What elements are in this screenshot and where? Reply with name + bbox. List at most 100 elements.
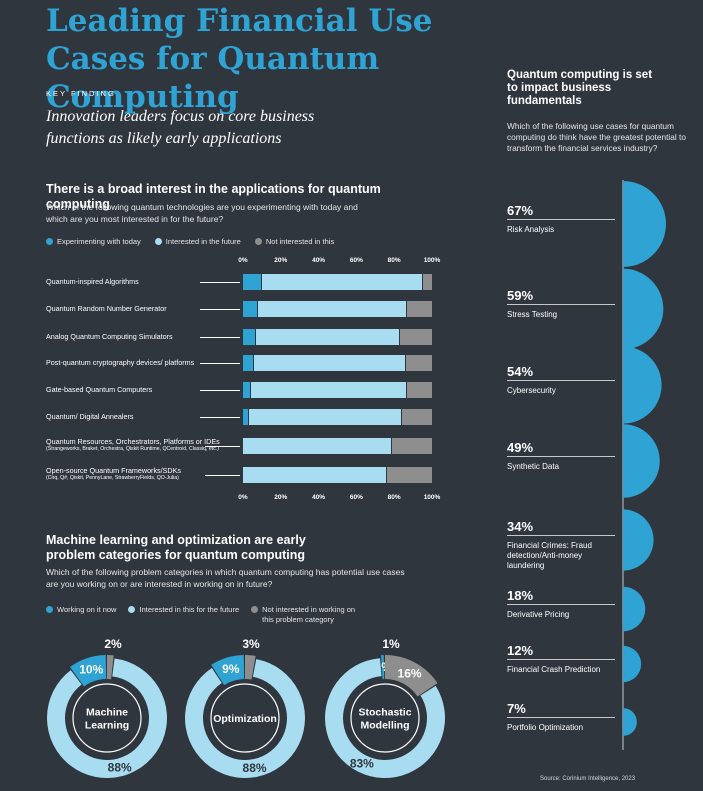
bar-segment: [407, 301, 432, 317]
legend-item-not-interested: Not interested in this: [254, 237, 334, 247]
leader-line: [200, 309, 240, 310]
donut-center-label: Machine: [86, 707, 128, 719]
half-circle-mark: [623, 181, 666, 267]
bar-segment: [258, 301, 407, 317]
category-label: Analog Quantum Computing Simulators: [46, 332, 236, 341]
use-case-percent: 34%: [507, 519, 534, 534]
donut-center: [210, 683, 280, 753]
sidebar-question: Which of the following use cases for qua…: [507, 121, 686, 153]
bar-segment: [243, 382, 250, 398]
donut-slice-label: 88%: [243, 761, 267, 775]
donut-center-label: Modelling: [361, 720, 410, 732]
half-circle-mark: [623, 424, 660, 498]
donut-slice-label: 10%: [79, 662, 103, 676]
leader-line: [200, 337, 240, 338]
key-finding-label: KEY FINDING: [46, 89, 116, 98]
category-label: Post-quantum cryptography devices/ platf…: [46, 358, 236, 367]
leader-line: [200, 363, 240, 364]
category-label: Quantum-inspired Algorithms: [46, 277, 236, 286]
category-label: Gate-based Quantum Computers: [46, 385, 236, 394]
half-circle-mark: [623, 509, 654, 571]
section2-heading: Machine learning and optimization are ea…: [46, 533, 306, 562]
bar-segment: [422, 274, 432, 290]
use-case-percent: 67%: [507, 203, 534, 218]
source-note: Source: Corinium Intelligence, 2023: [540, 776, 636, 782]
leader-line: [200, 282, 240, 283]
leader-line: [205, 475, 240, 476]
x-tick-label-bottom: 20%: [274, 494, 288, 501]
category-name: Quantum/ Digital Annealers: [46, 412, 134, 421]
category-name: Open-source Quantum Frameworks/SDKs: [46, 466, 182, 475]
x-tick-label-bottom: 40%: [312, 494, 326, 501]
bar-segment: [405, 355, 432, 371]
half-circle-mark: [623, 645, 642, 683]
legend-swatch: [46, 238, 53, 245]
donut-center-label: Stochastic: [358, 707, 411, 719]
use-case-percent: 7%: [507, 701, 526, 716]
use-case-percent: 49%: [507, 440, 534, 455]
donut-center: [72, 683, 142, 753]
section2-legend: Working on it now Interested in this for…: [46, 605, 361, 625]
bar-segment: [261, 274, 422, 290]
x-tick-label-top: 0%: [238, 257, 248, 264]
donut-slice: [69, 655, 107, 687]
donut-slice-label: 16%: [398, 666, 422, 680]
category-name: Analog Quantum Computing Simulators: [46, 332, 173, 341]
donut-top-label: 1%: [382, 637, 400, 651]
bar-segment: [243, 301, 258, 317]
category-examples: (Cirq, Q#, Qiskit, PennyLane, Strawberry…: [46, 475, 179, 481]
category-label: Quantum Random Number Generator: [46, 304, 236, 313]
donut-slice: [46, 658, 167, 778]
legend-item-experimenting: Experimenting with today: [46, 237, 141, 247]
category-name: Quantum-inspired Algorithms: [46, 277, 139, 286]
donut-top-label: 2%: [104, 637, 122, 651]
legend-swatch: [128, 606, 136, 613]
bar-segment: [407, 382, 432, 398]
x-tick-label-bottom: 60%: [349, 494, 363, 501]
category-name: Gate-based Quantum Computers: [46, 385, 153, 394]
bar-segment: [243, 329, 256, 345]
bar-segment: [250, 382, 407, 398]
use-case-percent: 18%: [507, 588, 534, 603]
x-tick-label-top: 80%: [387, 257, 401, 264]
donut-slice: [211, 655, 245, 686]
half-circle-mark: [623, 268, 664, 350]
bar-segment: [386, 467, 432, 483]
donut-center-label: Optimization: [213, 713, 277, 725]
donut-slice: [245, 655, 256, 680]
donut-slice: [325, 658, 445, 778]
half-circle-mark: [623, 346, 662, 424]
category-name: Quantum Resources, Orchestrators, Platfo…: [46, 437, 220, 446]
donut-slice: [385, 655, 438, 697]
bar-segment: [392, 438, 432, 454]
donut-slice: [107, 655, 114, 680]
x-tick-label-top: 20%: [274, 257, 288, 264]
x-tick-label-bottom: 0%: [238, 494, 248, 501]
donut-slice: [381, 655, 385, 680]
category-name: Post-quantum cryptography devices/ platf…: [46, 358, 195, 367]
x-tick-label-bottom: 100%: [423, 494, 441, 501]
legend-item-working-now: Working on it now: [46, 605, 116, 625]
section1-legend: Experimenting with today Interested in t…: [46, 237, 334, 247]
section1-question: Which of the following quantum technolog…: [46, 202, 358, 224]
section1-heading: There is a broad interest in the applica…: [46, 182, 381, 211]
leader-line: [205, 446, 240, 447]
use-case-half-circles: [622, 180, 666, 750]
x-tick-label-top: 100%: [423, 257, 441, 264]
page-title: Leading Financial Use Cases for Quantum …: [46, 3, 433, 115]
x-tick-label-top: 40%: [312, 257, 326, 264]
use-case-percent: 12%: [507, 643, 534, 658]
legend-swatch: [254, 238, 262, 245]
x-tick-label-top: 60%: [349, 257, 363, 264]
bar-segment: [243, 274, 261, 290]
leader-line: [200, 417, 240, 418]
legend-swatch: [46, 606, 53, 613]
donut-slice-label: 9%: [222, 662, 240, 676]
half-circle-mark: [623, 708, 637, 736]
category-label: Open-source Quantum Frameworks/SDKs (Cirq…: [46, 466, 236, 482]
donut-center: [350, 683, 420, 753]
legend-item-interested: Interested in the future: [154, 237, 241, 247]
category-examples: (Strangeworks, Braket, Orchestra, Qiskit…: [46, 446, 219, 452]
bar-segment: [401, 409, 432, 425]
donut-top-label: 3%: [242, 637, 260, 651]
